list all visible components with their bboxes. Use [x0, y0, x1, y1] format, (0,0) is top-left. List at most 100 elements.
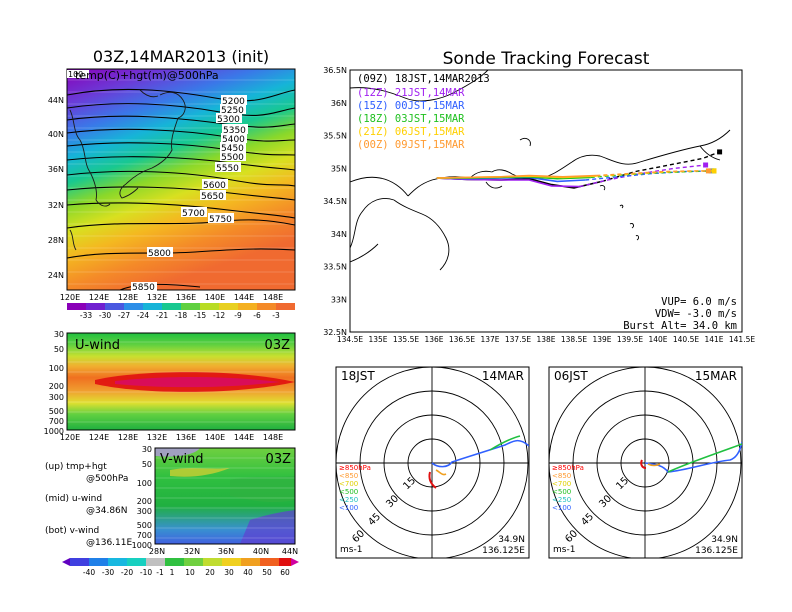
- track-landing-marker-4: [711, 168, 717, 174]
- svg-text:-30: -30: [99, 311, 111, 320]
- temp-panel-annotation: temp(C)+hgt(m)@500hPa: [75, 69, 219, 82]
- map-x-tick: 141E: [704, 335, 723, 344]
- map-x-tick: 140E: [648, 335, 667, 344]
- svg-text:500: 500: [137, 521, 152, 530]
- svg-text:(15Z) 00JST,15MAR: (15Z) 00JST,15MAR: [357, 100, 465, 112]
- track-landing-marker-5: [705, 168, 711, 174]
- svg-text:<500: <500: [552, 488, 571, 496]
- map-y-tick: 33.5N: [323, 263, 347, 272]
- svg-text:-40: -40: [83, 568, 95, 577]
- svg-text:136E: 136E: [176, 433, 196, 442]
- svg-text:32N: 32N: [184, 547, 200, 556]
- polar2-date: 15MAR: [695, 369, 737, 383]
- svg-text:40N: 40N: [253, 547, 269, 556]
- svg-text:50: 50: [262, 568, 272, 577]
- polar1-date: 14MAR: [482, 369, 524, 383]
- svg-text:@136.11E: @136.11E: [86, 538, 132, 548]
- svg-text:<700: <700: [552, 480, 571, 488]
- map-y-tick: 35N: [331, 164, 347, 173]
- svg-text:300: 300: [49, 393, 64, 402]
- svg-text:50: 50: [54, 345, 64, 354]
- map-x-tick: 139E: [592, 335, 611, 344]
- temp-height-panel: 03Z,14MAR2013 (init): [48, 47, 296, 320]
- svg-text:5350: 5350: [223, 126, 246, 136]
- svg-text:44N: 44N: [48, 96, 64, 105]
- polar2-lat: 34.9N: [711, 535, 738, 545]
- svg-text:40: 40: [243, 568, 253, 577]
- temp-colorbar: -33 -30 -27 -24 -21 -18 -15 -12 -9 -6 -3: [67, 303, 295, 320]
- svg-text:5800: 5800: [148, 249, 171, 259]
- track-lines: [436, 149, 723, 189]
- svg-text:Burst Alt= 34.0 km: Burst Alt= 34.0 km: [623, 320, 737, 332]
- svg-text:5750: 5750: [209, 215, 232, 225]
- svg-text:(12Z) 21JST,14MAR: (12Z) 21JST,14MAR: [357, 87, 465, 99]
- svg-text:100: 100: [49, 364, 64, 373]
- svg-text:144E: 144E: [234, 433, 254, 442]
- svg-text:5200: 5200: [222, 97, 245, 107]
- map-y-tick: 34.5N: [323, 197, 347, 206]
- hodograph-18jst: 18JST 14MAR 15 30 45 60 ≥850hPa <850 <70…: [335, 366, 530, 559]
- svg-text:≥850hPa: ≥850hPa: [339, 464, 371, 472]
- svg-text:VUP= 6.0 m/s: VUP= 6.0 m/s: [661, 296, 737, 308]
- polar2-lon: 136.125E: [695, 546, 738, 556]
- map-y-tick: 36.5N: [323, 66, 347, 75]
- map-y-tick: 36N: [331, 99, 347, 108]
- track-ascent-5: [436, 174, 597, 179]
- map-x-tick: 136E: [424, 335, 443, 344]
- svg-text:-1: -1: [156, 568, 164, 577]
- svg-text:30: 30: [54, 330, 64, 339]
- corner-label: 100: [68, 70, 83, 79]
- temp-x-ticks: 120E 124E 128E 132E 136E 140E 144E 148E: [60, 293, 283, 302]
- contour-labels: 5200 5250 5300 5350 5400 5450 5500 5550 …: [131, 95, 248, 293]
- map-x-tick: 137.5E: [505, 335, 531, 344]
- hodograph-06jst: 06JST 15MAR 15 30 45 60 ≥850hPa <850 <70…: [548, 366, 743, 559]
- map-x-tick: 135E: [368, 335, 387, 344]
- map-y-tick: 33N: [331, 295, 347, 304]
- svg-text:<500: <500: [339, 488, 358, 496]
- map-x-tick: 139.5E: [617, 335, 643, 344]
- svg-text:100: 100: [137, 479, 152, 488]
- svg-text:-15: -15: [194, 311, 206, 320]
- svg-text:<850: <850: [339, 472, 358, 480]
- svg-text:60: 60: [280, 568, 290, 577]
- svg-text:<700: <700: [339, 480, 358, 488]
- svg-text:(18Z) 03JST,15MAR: (18Z) 03JST,15MAR: [357, 113, 465, 125]
- svg-text:44N: 44N: [282, 547, 298, 556]
- svg-text:5450: 5450: [221, 144, 244, 154]
- polar1-unit: ms-1: [340, 545, 362, 555]
- svg-text:5550: 5550: [216, 164, 239, 174]
- svg-text:30: 30: [224, 568, 234, 577]
- svg-text:<250: <250: [552, 496, 571, 504]
- svg-text:-27: -27: [118, 311, 130, 320]
- svg-text:≥850hPa: ≥850hPa: [552, 464, 584, 472]
- v-wind-y-ticks: 30 50 100 200 300 500 700 1000: [132, 445, 152, 550]
- svg-text:5250: 5250: [221, 106, 244, 116]
- svg-text:(21Z) 06JST,15MAR: (21Z) 06JST,15MAR: [357, 126, 465, 138]
- svg-text:120E: 120E: [60, 433, 80, 442]
- svg-text:20: 20: [205, 568, 215, 577]
- svg-text:500: 500: [49, 407, 64, 416]
- svg-text:32N: 32N: [48, 201, 64, 210]
- svg-text:(mid) u-wind: (mid) u-wind: [45, 494, 102, 504]
- svg-text:300: 300: [137, 507, 152, 516]
- map-x-tick: 138.5E: [561, 335, 587, 344]
- polar1-title: 18JST: [341, 369, 375, 383]
- svg-text:<100: <100: [339, 504, 358, 512]
- svg-text:-18: -18: [175, 311, 187, 320]
- polar2-title: 06JST: [554, 369, 588, 383]
- svg-text:-33: -33: [80, 311, 92, 320]
- svg-text:28N: 28N: [48, 236, 64, 245]
- svg-text:124E: 124E: [89, 433, 109, 442]
- map-x-tick: 137E: [480, 335, 499, 344]
- svg-text:5400: 5400: [222, 135, 245, 145]
- svg-text:-21: -21: [156, 311, 168, 320]
- svg-text:5850: 5850: [132, 283, 155, 293]
- map-x-ticks: 134.5E 135E 135.5E 136E 136.5E 137E 137.5E 138E…: [337, 335, 755, 344]
- svg-text:50: 50: [142, 460, 152, 469]
- svg-text:5600: 5600: [203, 181, 226, 191]
- svg-text:36N: 36N: [48, 165, 64, 174]
- map-y-tick: 35.5N: [323, 132, 347, 141]
- temp-y-ticks: 44N 40N 36N 32N 28N 24N: [48, 96, 64, 280]
- svg-text:136E: 136E: [176, 293, 196, 302]
